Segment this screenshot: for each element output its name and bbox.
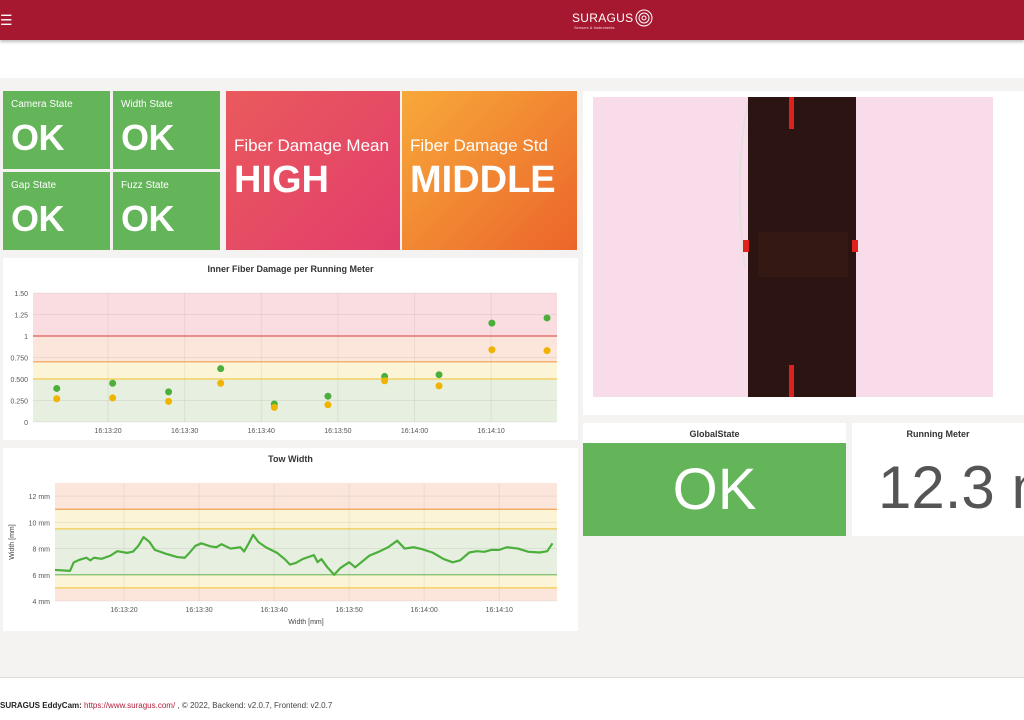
footer: SURAGUS EddyCam: https://www.suragus.com… bbox=[0, 701, 332, 710]
suragus-logo: SURAGUS Sensors & Instruments bbox=[572, 9, 653, 30]
data-point bbox=[488, 346, 496, 354]
data-point bbox=[543, 347, 551, 355]
x-tick-label: 16:13:30 bbox=[171, 428, 198, 435]
x-tick-label: 16:14:00 bbox=[411, 607, 438, 614]
x-tick-label: 16:13:50 bbox=[336, 607, 363, 614]
x-tick-label: 16:14:00 bbox=[401, 428, 428, 435]
data-point bbox=[109, 379, 117, 387]
y-tick-label: 1.50 bbox=[14, 291, 28, 298]
y-tick-label: 0.500 bbox=[10, 377, 28, 384]
threshold-band bbox=[33, 379, 557, 422]
tile-value: OK bbox=[11, 117, 65, 158]
y-tick-label: 0 bbox=[24, 420, 28, 427]
website-link[interactable]: https://www.suragus.com/ bbox=[84, 701, 176, 710]
series-line bbox=[54, 533, 554, 576]
data-point bbox=[324, 392, 332, 400]
data-point bbox=[324, 401, 332, 409]
threshold-band bbox=[33, 361, 557, 379]
y-tick-label: 10 mm bbox=[29, 520, 51, 527]
camera-state-tile: Camera State OK bbox=[3, 91, 110, 169]
x-tick-label: 16:13:40 bbox=[260, 607, 287, 614]
y-tick-label: 0.750 bbox=[10, 356, 28, 363]
data-point bbox=[270, 403, 278, 411]
footer-version: , © 2022, Backend: v2.0.7, Frontend: v2.… bbox=[175, 701, 333, 710]
x-tick-label: 16:14:10 bbox=[477, 428, 504, 435]
global-state-value: OK bbox=[583, 443, 846, 536]
data-point bbox=[488, 319, 496, 327]
global-state-panel: GlobalState OK bbox=[583, 423, 846, 536]
x-tick-label: 16:13:50 bbox=[324, 428, 351, 435]
top-bar: ☰ SURAGUS Sensors & Instruments bbox=[0, 0, 1024, 40]
tow-width-chart-panel: Tow Width 4 mm 6 mm 8 mm 10 mm 12 mm 16:13:20… bbox=[3, 448, 578, 631]
y-tick-label: 8 mm bbox=[33, 547, 51, 554]
tile-label: Gap State bbox=[11, 180, 57, 191]
gap-state-tile: Gap State OK bbox=[3, 172, 110, 250]
fiber-damage-chart: 0 0.250 0.500 0.750 1 1.25 1.50 16:13:20 16:13:3… bbox=[10, 291, 557, 435]
x-tick-label: 16:13:20 bbox=[94, 428, 121, 435]
running-meter-value: 12.3 m bbox=[878, 454, 1024, 521]
y-tick-label: 1 bbox=[24, 334, 28, 341]
y-tick-label: 0.250 bbox=[10, 399, 28, 406]
threshold-band bbox=[55, 483, 557, 510]
panel-title: Running Meter bbox=[906, 429, 970, 439]
footer-brand: SURAGUS EddyCam: bbox=[0, 701, 82, 710]
y-axis-label: Width [mm] bbox=[9, 524, 16, 559]
y-tick-label: 1.25 bbox=[14, 313, 28, 320]
tile-label: Fuzz State bbox=[121, 180, 169, 191]
chart-title: Tow Width bbox=[268, 454, 313, 464]
panel-title: GlobalState bbox=[689, 429, 740, 439]
data-point bbox=[381, 377, 389, 385]
camera-image-panel bbox=[583, 91, 1024, 415]
tile-label: Width State bbox=[121, 99, 173, 110]
fiber-damage-chart-panel: Inner Fiber Damage per Running Meter 0 0.… bbox=[3, 258, 578, 440]
data-point bbox=[543, 314, 551, 322]
threshold-band bbox=[33, 293, 557, 336]
tile-value: OK bbox=[121, 117, 175, 158]
x-axis-label: Width [mm] bbox=[288, 619, 323, 626]
data-point bbox=[165, 388, 173, 396]
threshold-band bbox=[55, 574, 557, 588]
tile-label: Fiber Damage Std bbox=[410, 136, 548, 155]
data-point bbox=[217, 365, 225, 373]
x-tick-label: 16:13:40 bbox=[248, 428, 275, 435]
logo-text: SURAGUS bbox=[572, 11, 634, 25]
tile-value: MIDDLE bbox=[410, 159, 556, 201]
fiber-damage-mean-tile: Fiber Damage Mean HIGH bbox=[226, 91, 400, 250]
tile-label: Camera State bbox=[11, 99, 73, 110]
tile-value: HIGH bbox=[234, 159, 329, 201]
x-tick-label: 16:14:10 bbox=[486, 607, 513, 614]
data-point bbox=[217, 379, 225, 387]
threshold-band bbox=[55, 509, 557, 529]
y-tick-label: 4 mm bbox=[33, 599, 51, 606]
data-point bbox=[53, 384, 61, 392]
threshold-band bbox=[33, 336, 557, 362]
logo-target-icon bbox=[635, 9, 653, 27]
chart-title: Inner Fiber Damage per Running Meter bbox=[207, 264, 374, 274]
tile-value: OK bbox=[121, 198, 175, 239]
camera-image bbox=[593, 97, 993, 397]
x-tick-label: 16:13:20 bbox=[110, 607, 137, 614]
data-point bbox=[109, 394, 117, 402]
data-point bbox=[435, 382, 443, 390]
fiber-damage-std-tile: Fiber Damage Std MIDDLE bbox=[402, 91, 577, 250]
data-point bbox=[165, 397, 173, 405]
data-point bbox=[435, 371, 443, 379]
y-tick-label: 12 mm bbox=[29, 494, 51, 501]
hamburger-icon[interactable]: ☰ bbox=[0, 12, 13, 28]
x-tick-label: 16:13:30 bbox=[185, 607, 212, 614]
width-state-tile: Width State OK bbox=[113, 91, 220, 169]
y-tick-label: 6 mm bbox=[33, 573, 51, 580]
running-meter-panel: Running Meter 12.3 m bbox=[852, 423, 1024, 536]
fuzz-state-tile: Fuzz State OK bbox=[113, 172, 220, 250]
data-point bbox=[53, 395, 61, 403]
tile-value: OK bbox=[11, 198, 65, 239]
threshold-band bbox=[55, 587, 557, 601]
tow-width-chart: 4 mm 6 mm 8 mm 10 mm 12 mm 16:13:20 16:13:30 16… bbox=[9, 483, 557, 626]
logo-subtitle: Sensors & Instruments bbox=[574, 25, 615, 30]
tile-label: Fiber Damage Mean bbox=[234, 136, 389, 155]
